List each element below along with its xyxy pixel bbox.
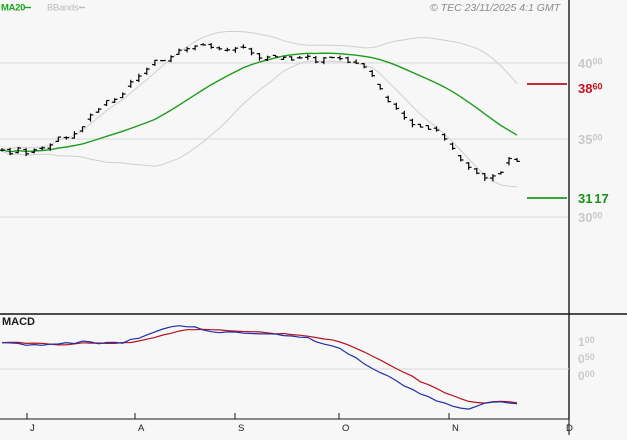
svg-text:© TEC 23/11/2025 4:1 GMT: © TEC 23/11/2025 4:1 GMT — [430, 2, 562, 14]
svg-text:S: S — [238, 423, 244, 434]
svg-text:MA20: MA20 — [1, 3, 25, 14]
svg-text:D: D — [566, 423, 573, 434]
svg-text:N: N — [452, 423, 459, 434]
svg-text:J: J — [30, 423, 35, 434]
svg-text:A: A — [138, 423, 145, 434]
svg-text:MACD: MACD — [2, 316, 35, 328]
svg-text:O: O — [342, 423, 349, 434]
svg-text:BBands: BBands — [47, 3, 79, 14]
